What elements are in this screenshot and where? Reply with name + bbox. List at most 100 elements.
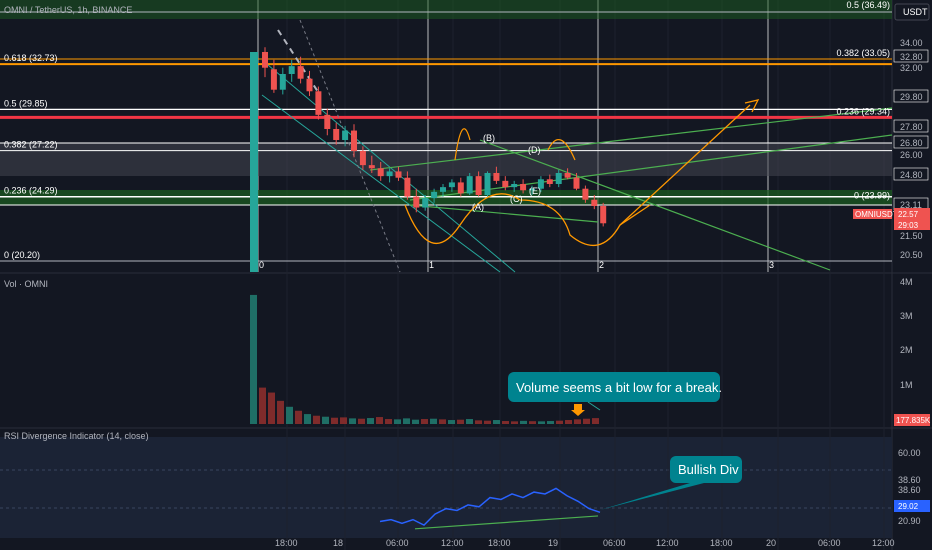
fib-level-label: 0.236 (29.34) xyxy=(836,106,890,116)
symbol-title[interactable]: OMNI / TetherUS, 1h, BINANCE xyxy=(4,5,132,15)
candle xyxy=(395,171,402,178)
orange-wave-hooks xyxy=(454,128,576,161)
price-tick-label: 29.80 xyxy=(900,92,923,102)
volume-bar xyxy=(583,418,590,424)
volume-bar xyxy=(349,418,356,424)
price-tick-box xyxy=(893,119,929,133)
fib-level-label: 0.618 (32.73) xyxy=(4,53,58,63)
price-tick-label: 26.00 xyxy=(900,150,923,160)
orange-arrow-head xyxy=(744,99,760,113)
price-tick-box xyxy=(893,49,929,63)
rsi-last-tag xyxy=(894,500,930,512)
volume-series xyxy=(250,294,599,424)
wave-label: (D) xyxy=(528,145,541,155)
rsi-callout[interactable]: Bullish Div xyxy=(600,456,742,510)
candle xyxy=(368,165,375,169)
candle xyxy=(573,177,580,189)
rsi-last-value: 29.02 xyxy=(898,502,919,511)
channel-line-upper xyxy=(261,59,516,273)
volume-bar xyxy=(547,421,554,424)
candle xyxy=(386,171,393,177)
candle xyxy=(279,73,286,90)
candle xyxy=(546,179,553,184)
volume-bar xyxy=(574,419,581,424)
price-tick-label: 34.00 xyxy=(900,38,923,48)
volume-bar xyxy=(376,417,383,424)
candle xyxy=(511,183,518,188)
volume-last-value: 177.835K xyxy=(896,416,931,425)
volume-tick-label: 1M xyxy=(900,380,913,390)
price-tick-label: 26.80 xyxy=(900,138,923,148)
volume-callout[interactable]: Volume seems a bit low for a break. xyxy=(508,372,722,411)
candle xyxy=(475,176,482,195)
volume-bar xyxy=(313,415,320,424)
volume-bar xyxy=(457,419,464,424)
volume-tick-label: 4M xyxy=(900,277,913,287)
candle xyxy=(493,172,500,181)
fib-level-label: 0.382 (33.05) xyxy=(836,48,890,58)
volume-arrow-icon xyxy=(571,404,585,416)
candle xyxy=(315,91,322,115)
volume-pane-title[interactable]: Vol · OMNI xyxy=(4,279,48,289)
volume-bar xyxy=(367,418,374,424)
volume-callout-text: Volume seems a bit low for a break. xyxy=(516,380,722,395)
rsi-tick-label: 38.60 xyxy=(898,485,921,495)
orange-zigzag-path xyxy=(404,193,651,247)
x-tick-label: 06:00 xyxy=(818,538,841,548)
rsi-pane-title[interactable]: RSI Divergence Indicator (14, close) xyxy=(4,431,149,441)
x-tick-label: 06:00 xyxy=(386,538,409,548)
volume-bar xyxy=(565,420,572,424)
currency-label[interactable]: USDT xyxy=(903,7,928,17)
candle xyxy=(564,172,571,178)
axes: 18:00 18 06:00 12:00 18:00 19 06:00 12:00 18:00 2… xyxy=(275,38,929,548)
currency-box[interactable] xyxy=(894,3,930,21)
fib-level-label: 0 (20.20) xyxy=(4,250,40,260)
candle xyxy=(502,180,509,188)
candle xyxy=(297,66,304,79)
grid-lines xyxy=(257,0,885,550)
candle xyxy=(351,130,357,151)
wave-label: (C) xyxy=(510,194,523,204)
price-tick-box xyxy=(893,89,929,103)
volume-bar xyxy=(529,421,536,424)
candle xyxy=(306,78,313,92)
x-tick-label: 18:00 xyxy=(488,538,511,548)
volume-bar xyxy=(511,421,518,424)
green-support-zone xyxy=(0,190,892,205)
candle xyxy=(448,182,455,188)
volume-bar xyxy=(286,406,293,424)
x-tick-label: 18:00 xyxy=(710,538,733,548)
volume-bar xyxy=(304,414,311,424)
wave-label: (B) xyxy=(483,133,495,143)
rsi-background-band xyxy=(0,437,892,538)
fib-level-label: 0.5 (29.85) xyxy=(4,98,48,108)
volume-bar xyxy=(331,417,338,424)
channel-line-lower xyxy=(261,94,501,273)
volume-bar xyxy=(538,421,545,424)
volume-bar xyxy=(250,294,257,424)
price-tick-label: 24.80 xyxy=(900,170,923,180)
time-marker-label: 2 xyxy=(599,260,604,270)
price-tick-label: 32.80 xyxy=(900,52,923,62)
candle xyxy=(431,191,438,199)
volume-bar xyxy=(484,420,491,424)
x-tick-label: 19 xyxy=(548,538,558,548)
rising-trend-line xyxy=(369,107,893,171)
volume-bar xyxy=(520,420,527,424)
wave-label: (A) xyxy=(472,202,484,212)
fib-level-label: 0.236 (24.29) xyxy=(4,186,58,196)
volume-tick-label: 2M xyxy=(900,345,913,355)
fib-level-label: 0.382 (27.22) xyxy=(4,140,58,150)
current-price-tag: OMNIUSDT 22.57 29:03 xyxy=(853,208,930,230)
candle xyxy=(466,176,473,194)
volume-bar xyxy=(430,418,437,424)
candle xyxy=(333,128,340,140)
price-tick-box xyxy=(893,135,929,149)
candle xyxy=(404,177,411,197)
price-tag-countdown: 29:03 xyxy=(898,221,919,230)
volume-bar xyxy=(448,420,455,424)
volume-last-tag xyxy=(894,414,930,426)
rsi-tick-label: 60.00 xyxy=(898,448,921,458)
candle xyxy=(270,69,277,90)
